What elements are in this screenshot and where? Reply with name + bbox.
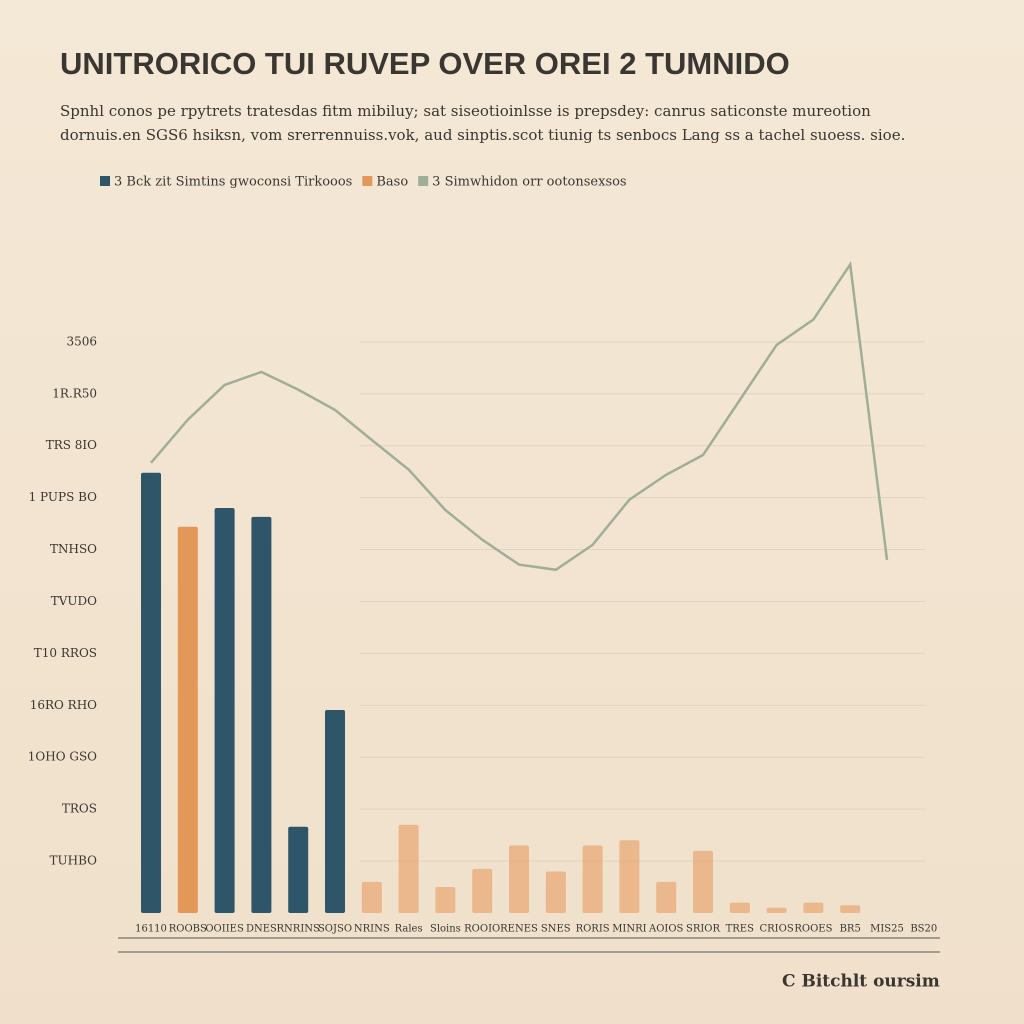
bar [435,887,456,913]
y-tick-label: 3506 [66,334,97,348]
legend-swatch [100,176,110,186]
x-tick-label: SRIOR [686,924,721,935]
x-tick-label: SOJSO [318,924,352,935]
x-tick-label: SNES [541,924,571,935]
x-tick-label: TRES [726,924,754,935]
x-tick-label: RNRINS [277,924,321,935]
x-tick-label: OOIIES [205,924,244,935]
y-tick-label: T10 RROS [34,646,97,660]
bar [840,905,861,913]
bar [398,824,419,913]
bar [766,907,787,913]
x-tick-label: RENES [500,924,538,935]
bar [729,902,750,913]
line [150,260,889,572]
y-tick-label: TNHSO [50,542,97,556]
x-tick-label: MIS25 [870,924,904,935]
y-tick-label: TROS [62,802,97,816]
bar [325,709,345,913]
y-tick-label: 16RO RHO [30,698,97,712]
y-tick-label: 1OHO GSO [28,750,97,764]
bar [656,881,677,913]
bar [693,850,713,913]
bar [803,902,824,913]
bar [582,845,603,913]
bar [251,516,272,913]
bar [472,868,493,913]
x-tick-label: DNES [246,924,277,935]
bar [619,840,640,913]
x-tick-label: ROOBS [169,924,207,935]
chart-title: UNITRORICO TUI RUVEP OVER OREI 2 TUMNIDO [60,46,790,81]
bar [177,526,198,913]
y-tick-label: 1R.R50 [52,386,97,400]
bar [361,881,382,913]
bar [141,472,161,913]
legend-swatch [362,176,373,186]
x-tick-label: 16110 [135,924,167,935]
x-tick-label: Sloins [430,924,461,935]
bar [214,508,235,913]
x-tick-label: NRINS [354,924,390,935]
bar [545,871,566,913]
y-tick-label: TVUDO [51,594,97,608]
y-tick-label: 1 PUPS BO [29,490,98,504]
x-tick-label: BS20 [910,924,937,935]
y-tick-label: TUHBO [50,854,98,868]
legend-label: 3 Simwhidon orr ootonsexsos [432,175,626,190]
bar [288,826,309,913]
footer: C Bitchlt oursim [782,972,940,992]
bar [509,845,529,913]
subtitle: dornuis.en SGS6 hsiksn, vom srerrennuiss… [60,126,905,144]
legend-swatch [418,176,429,186]
y-tick-label: TRS 8IO [46,438,97,452]
x-tick-label: RORIS [576,924,610,935]
x-tick-label: BR5 [840,924,861,935]
x-tick-label: ROOIO [464,924,500,935]
x-tick-label: AOIOS [648,924,684,935]
legend-label: 3 Bck zit Simtins gwoconsi Tirkooos [114,175,352,190]
x-tick-label: Rales [395,924,423,935]
legend-label: Baso [376,175,408,190]
x-tick-label: CRIOS [760,924,794,935]
x-tick-label: MINRI [612,924,646,935]
x-tick-label: ROOES [794,924,832,935]
subtitle: Spnhl conos pe rpytrets tratesdas fitm m… [60,102,871,120]
